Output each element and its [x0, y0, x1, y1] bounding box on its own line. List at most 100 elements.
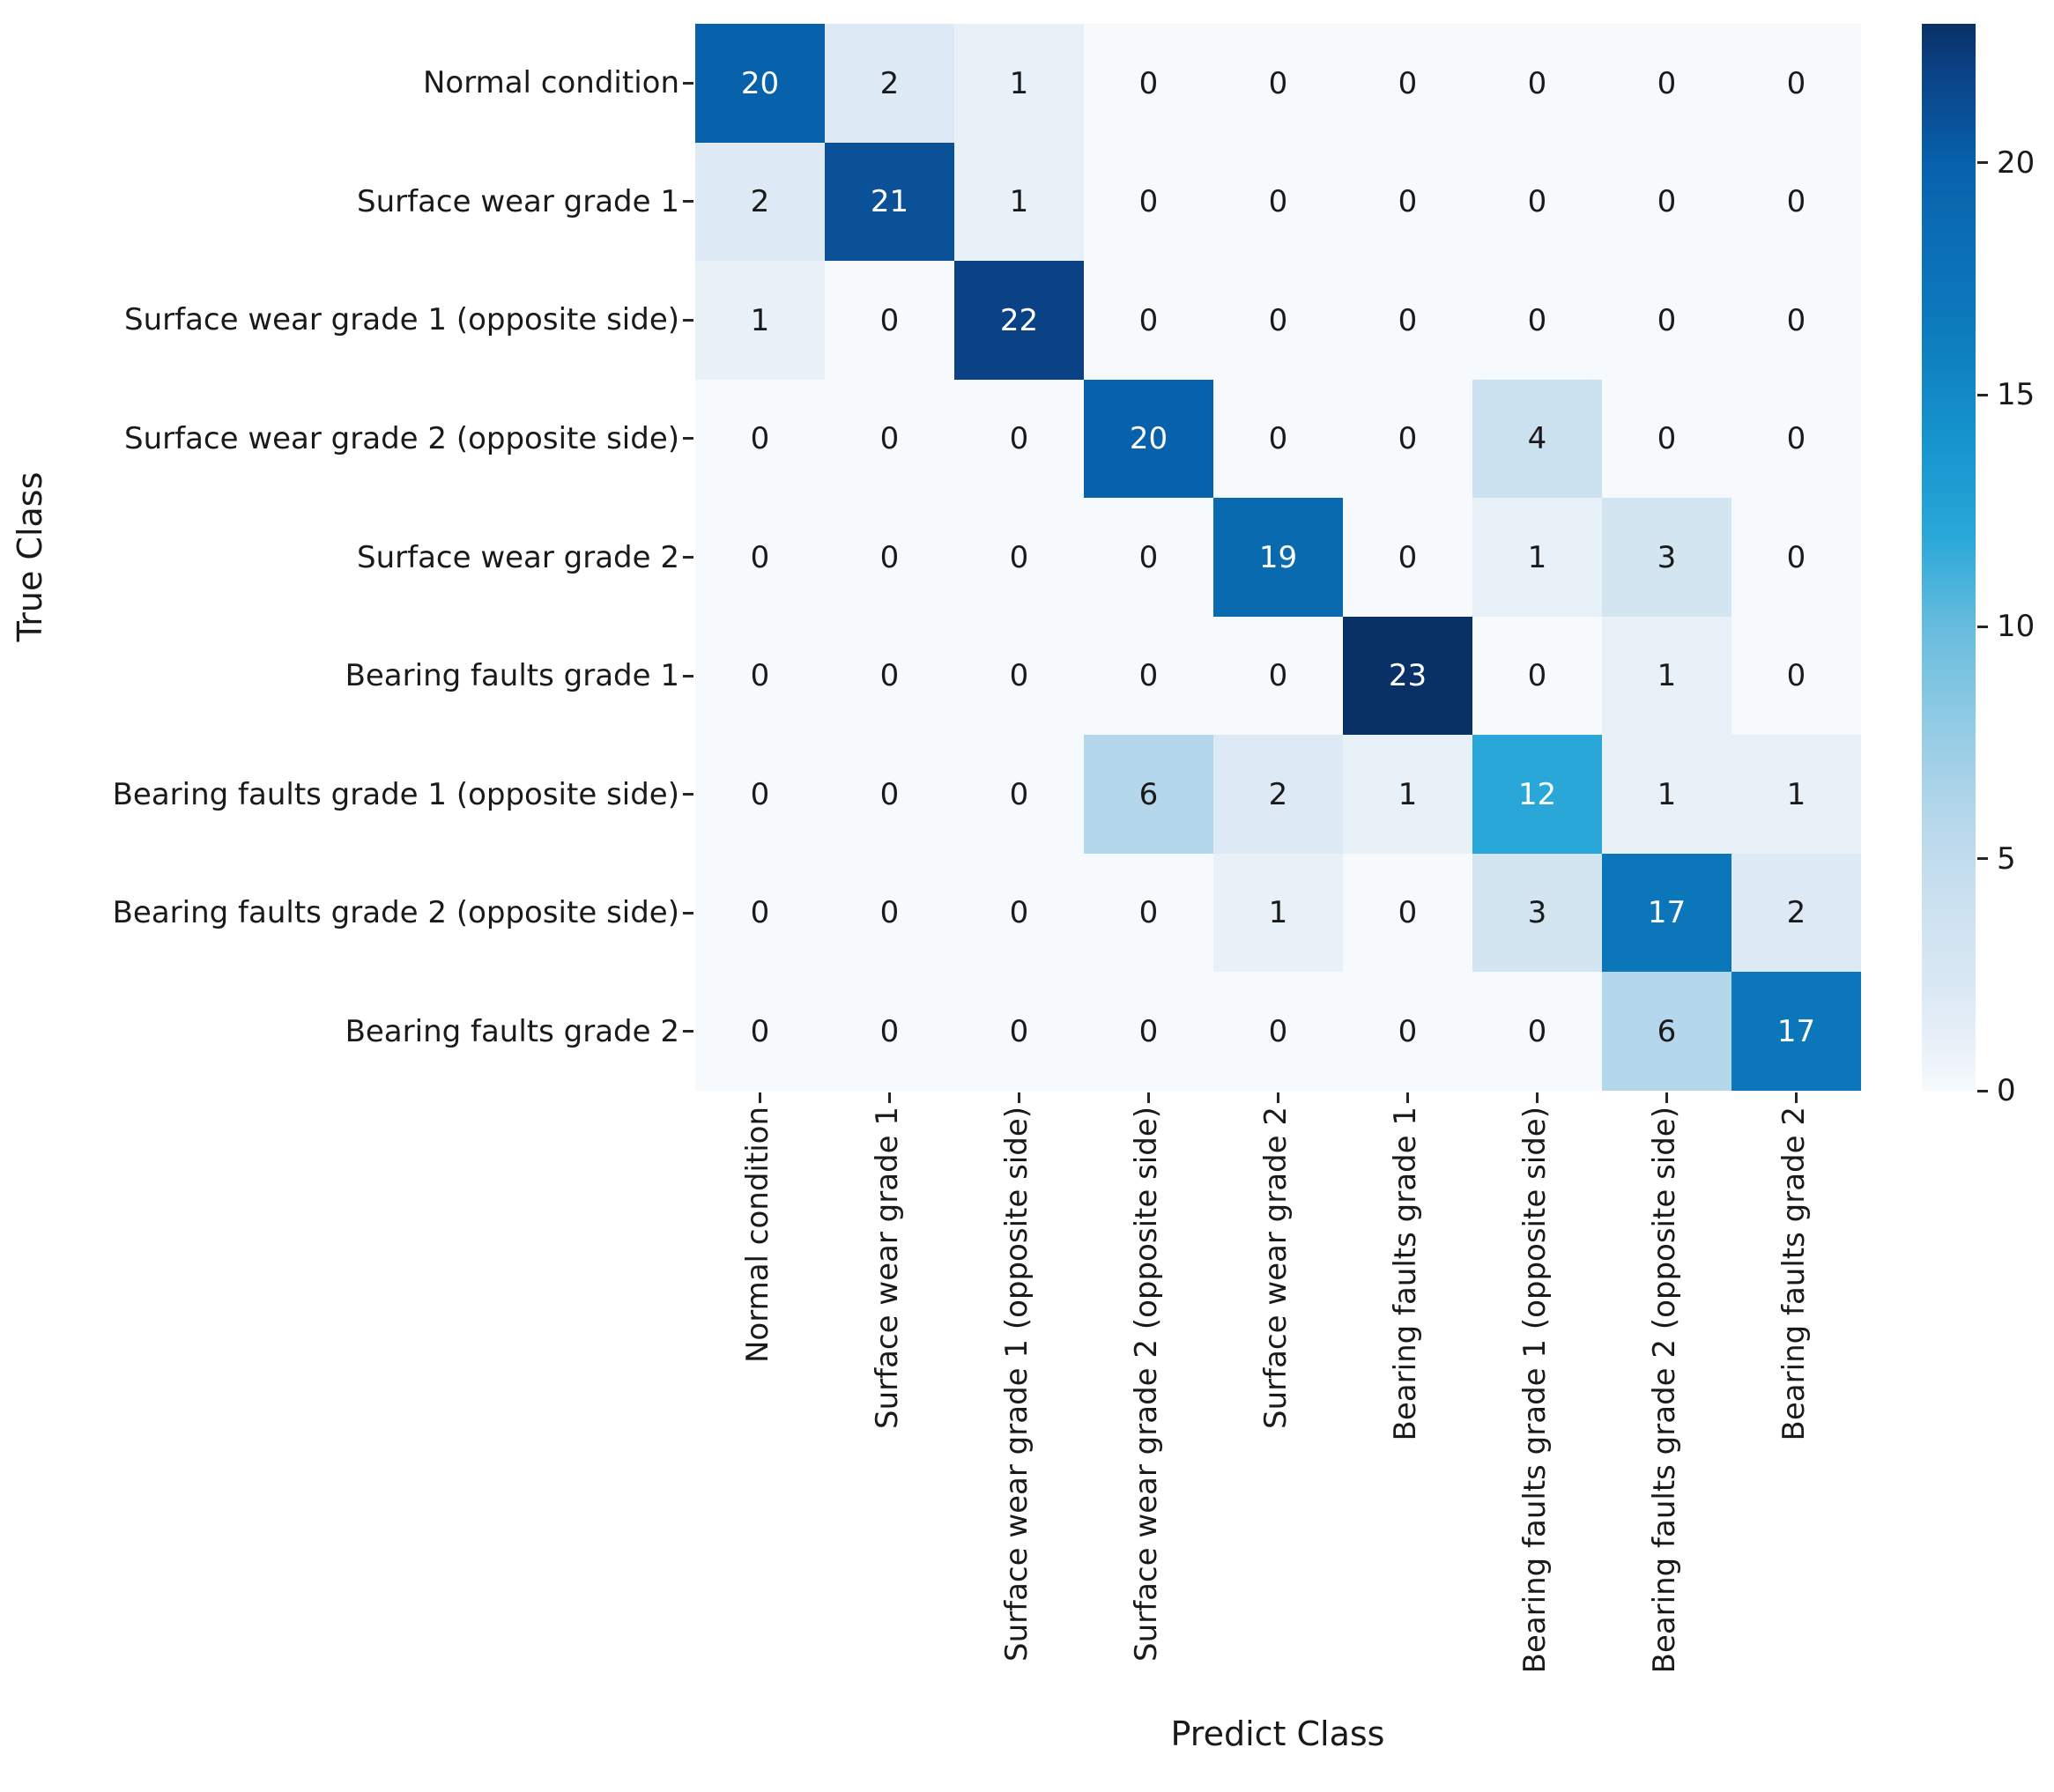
heatmap-cell: 0 [695, 854, 825, 972]
heatmap-cell: 0 [1343, 24, 1472, 143]
heatmap-cell: 1 [1602, 735, 1731, 854]
heatmap-cell: 1 [1343, 735, 1472, 854]
heatmap-cell: 0 [825, 498, 954, 617]
heatmap-cell: 1 [1602, 617, 1731, 735]
heatmap-cell: 0 [1213, 261, 1343, 380]
heatmap-cell: 0 [1084, 24, 1213, 143]
x-tick-label: Bearing faults grade 1 [1387, 1107, 1423, 1441]
tick-mark [683, 911, 693, 915]
heatmap-cell: 0 [1213, 972, 1343, 1091]
heatmap-cell: 0 [1084, 498, 1213, 617]
x-tick-label: Surface wear grade 1 [869, 1107, 905, 1430]
tick-mark [683, 81, 693, 85]
heatmap-cell: 0 [825, 617, 954, 735]
tick-mark [1977, 625, 1988, 628]
heatmap-cell: 0 [1731, 143, 1861, 261]
x-tick-label: Bearing faults grade 2 [1776, 1107, 1812, 1441]
heatmap-cell: 0 [1731, 261, 1861, 380]
x-tick-label: Surface wear grade 2 (opposite side) [1128, 1107, 1164, 1662]
tick-mark [683, 318, 693, 322]
heatmap-cell: 0 [954, 972, 1084, 1091]
heatmap-cell: 0 [1213, 617, 1343, 735]
heatmap-cell: 0 [695, 617, 825, 735]
x-tick-label: Bearing faults grade 2 (opposite side) [1646, 1107, 1682, 1674]
colorbar-tick-label: 20 [1997, 144, 2035, 181]
heatmap-cell: 0 [1731, 498, 1861, 617]
y-tick-label: Bearing faults grade 1 [345, 658, 679, 694]
heatmap-cell: 0 [1084, 972, 1213, 1091]
heatmap-cell: 0 [695, 380, 825, 498]
heatmap-cell: 0 [1084, 143, 1213, 261]
heatmap-cell: 0 [1472, 261, 1602, 380]
tick-mark [1977, 1089, 1988, 1092]
tick-mark [683, 1030, 693, 1033]
heatmap-cell: 0 [1343, 143, 1472, 261]
heatmap-cell: 0 [825, 261, 954, 380]
heatmap-cell: 1 [695, 261, 825, 380]
heatmap-cell: 0 [695, 498, 825, 617]
heatmap-cell: 0 [1213, 380, 1343, 498]
heatmap-cell: 2 [825, 24, 954, 143]
heatmap-cell: 0 [825, 854, 954, 972]
y-tick-label: Bearing faults grade 2 (opposite side) [112, 895, 679, 931]
y-tick-label: Surface wear grade 1 [356, 183, 679, 219]
tick-mark [1977, 857, 1988, 861]
y-tick-label: Surface wear grade 1 (opposite side) [124, 302, 679, 338]
heatmap-cell: 22 [954, 261, 1084, 380]
tick-mark [1406, 1092, 1409, 1103]
heatmap-cell: 0 [1472, 972, 1602, 1091]
tick-mark [1977, 393, 1988, 396]
colorbar [1922, 24, 1976, 1091]
y-tick-label: Surface wear grade 2 (opposite side) [124, 420, 679, 456]
heatmap-cell: 0 [1731, 380, 1861, 498]
heatmap-cell: 0 [1602, 261, 1731, 380]
heatmap-cell: 1 [1213, 854, 1343, 972]
colorbar-tick-label: 15 [1997, 377, 2035, 413]
heatmap-cell: 0 [1731, 617, 1861, 735]
tick-mark [1536, 1092, 1539, 1103]
heatmap-cell: 0 [1343, 380, 1472, 498]
heatmap-cell: 0 [825, 735, 954, 854]
heatmap-cell: 12 [1472, 735, 1602, 854]
heatmap-cell: 0 [1213, 143, 1343, 261]
heatmap-cell: 0 [1472, 143, 1602, 261]
x-tick-label: Normal condition [739, 1107, 775, 1364]
heatmap-cell: 20 [1084, 380, 1213, 498]
heatmap-cell: 1 [1472, 498, 1602, 617]
heatmap-cell: 17 [1602, 854, 1731, 972]
heatmap-cell: 0 [1602, 380, 1731, 498]
heatmap-cell: 0 [1343, 854, 1472, 972]
colorbar-tick-label: 5 [1997, 840, 2016, 877]
tick-mark [1277, 1092, 1279, 1103]
heatmap-cell: 17 [1731, 972, 1861, 1091]
heatmap-cell: 2 [1731, 854, 1861, 972]
heatmap-cell: 4 [1472, 380, 1602, 498]
x-tick-label: Surface wear grade 1 (opposite side) [998, 1107, 1034, 1662]
tick-mark [1018, 1092, 1020, 1103]
heatmap-cell: 0 [1472, 617, 1602, 735]
heatmap-cell: 6 [1084, 735, 1213, 854]
tick-mark [1795, 1092, 1798, 1103]
heatmap-cell: 3 [1602, 498, 1731, 617]
heatmap-cell: 23 [1343, 617, 1472, 735]
heatmap-cell: 0 [954, 380, 1084, 498]
heatmap-cell: 0 [1084, 261, 1213, 380]
colorbar-tick-label: 10 [1997, 609, 2035, 645]
heatmap-cell: 0 [954, 854, 1084, 972]
heatmap-cell: 0 [1343, 498, 1472, 617]
x-axis-title: Predict Class [1170, 1714, 1385, 1753]
heatmap-cell: 0 [954, 617, 1084, 735]
heatmap-cell: 20 [695, 24, 825, 143]
heatmap-cell: 2 [1213, 735, 1343, 854]
heatmap-cell: 0 [1343, 261, 1472, 380]
heatmap-cell: 0 [1213, 24, 1343, 143]
tick-mark [1147, 1092, 1150, 1103]
heatmap-cell: 2 [695, 143, 825, 261]
heatmap-cell: 19 [1213, 498, 1343, 617]
tick-mark [683, 556, 693, 559]
x-tick-label: Surface wear grade 2 [1257, 1107, 1294, 1430]
colorbar-tick-label: 0 [1997, 1073, 2016, 1108]
heatmap-cell: 6 [1602, 972, 1731, 1091]
heatmap-cell: 0 [954, 735, 1084, 854]
